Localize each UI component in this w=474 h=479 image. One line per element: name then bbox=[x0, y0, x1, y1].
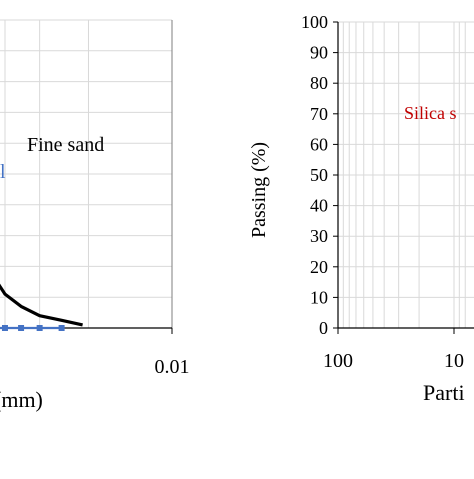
annotation-silica: Silica s bbox=[404, 103, 457, 123]
annotation-fine-sand: Fine sand bbox=[27, 134, 104, 156]
right-y-tick-label: 0 bbox=[319, 318, 328, 338]
right-y-tick-label: 30 bbox=[310, 226, 328, 246]
series-blue-marker bbox=[1, 325, 8, 331]
annotation-left-blue: l bbox=[0, 161, 6, 183]
left-plot-grid bbox=[0, 19, 172, 329]
series-fine-sand-line bbox=[0, 283, 83, 327]
left-xlabel: (mm) bbox=[0, 387, 43, 412]
right-y-tick-label: 90 bbox=[310, 43, 328, 63]
left-plot-axes: 0.01 bbox=[0, 20, 190, 378]
right-y-tick-label: 80 bbox=[310, 73, 328, 93]
right-y-tick-label: 50 bbox=[310, 165, 328, 185]
left-plot-series bbox=[0, 283, 83, 331]
right-xlabel: Parti bbox=[423, 380, 465, 405]
left-x-tick-label: 0.01 bbox=[155, 356, 190, 378]
series-blue-marker bbox=[18, 325, 25, 331]
right-plot-grid bbox=[338, 21, 474, 329]
right-ylabel: Passing (%) bbox=[248, 142, 270, 238]
chart-labels: Fine sand l (mm) Passing (%) Silica s Pa… bbox=[0, 103, 465, 412]
right-y-tick-label: 60 bbox=[310, 134, 328, 154]
series-blue-marker bbox=[36, 325, 43, 331]
right-x-tick-label: 10 bbox=[444, 350, 464, 372]
series-blue-marker bbox=[58, 325, 65, 331]
right-x-tick-label: 100 bbox=[323, 350, 353, 372]
right-y-tick-label: 40 bbox=[310, 196, 328, 216]
right-y-tick-label: 100 bbox=[301, 12, 328, 32]
right-y-tick-label: 10 bbox=[310, 287, 328, 307]
right-y-tick-label: 70 bbox=[310, 104, 328, 124]
right-y-tick-label: 20 bbox=[310, 257, 328, 277]
right-plot-axes: 0 10 20 30 40 50 60 70 80 90 100 100 10 bbox=[301, 12, 474, 372]
